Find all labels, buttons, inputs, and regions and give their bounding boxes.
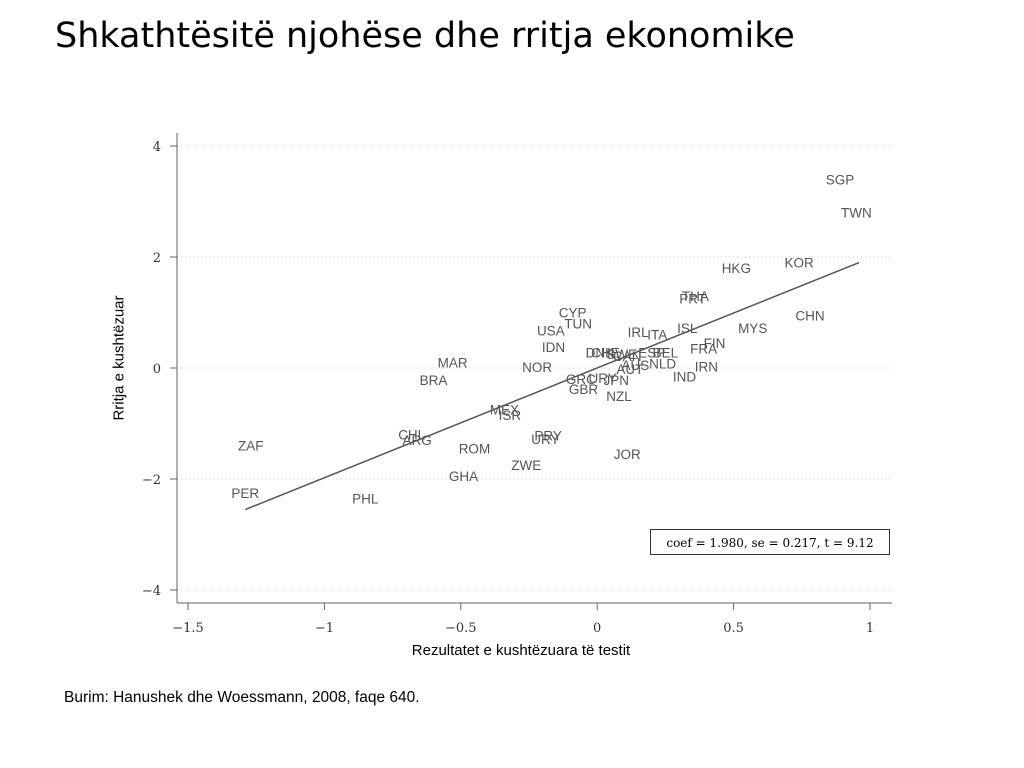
data-point-label: TWN — [841, 206, 872, 221]
x-tick-label: 0 — [593, 621, 601, 636]
data-point-label: NLD — [649, 357, 676, 372]
x-tick-label: −0.5 — [445, 621, 477, 636]
data-point-label: URY — [589, 371, 617, 386]
data-point-label: CHL — [398, 428, 425, 443]
data-point-label: TUN — [564, 317, 592, 332]
data-point-label: PRT — [679, 292, 706, 307]
data-point-label: USA — [537, 323, 565, 338]
data-point-label: CAN — [613, 349, 642, 364]
slide-title: Shkathtësitë njohëse dhe rritja ekonomik… — [55, 16, 795, 56]
data-point-label: ESP — [638, 345, 665, 360]
data-point-label: MEX — [490, 403, 519, 418]
tick-labels: −4 −2 0 2 4 −1.5 −1 −0.5 0 0.5 1 — [142, 140, 874, 636]
data-point-label: NZL — [606, 389, 632, 404]
x-tick-label: −1 — [315, 621, 334, 636]
y-tick-label: −4 — [142, 584, 161, 599]
data-point-label: CHE — [591, 345, 620, 360]
data-point-label: ITA — [647, 328, 667, 343]
data-point-label: PRY — [534, 429, 562, 444]
data-point-label: CHN — [795, 308, 824, 323]
y-tick-label: 0 — [153, 362, 161, 377]
regression-stats-box: coef = 1.980, se = 0.217, t = 9.12 — [650, 529, 890, 555]
data-point-label: IRL — [628, 325, 650, 340]
data-point-label: ROM — [459, 441, 491, 456]
x-tick-label: −1.5 — [172, 621, 204, 636]
y-tick-label: 4 — [153, 140, 161, 155]
data-point-label: GHA — [449, 469, 478, 484]
data-point-label: SGP — [826, 172, 855, 187]
data-point-label: JOR — [614, 447, 641, 462]
data-point-label: ISR — [499, 408, 522, 423]
data-point-label: ZAF — [238, 439, 264, 454]
data-point-label: MYS — [738, 321, 767, 336]
data-point-label: MAR — [438, 355, 468, 370]
x-tick-label: 0.5 — [723, 621, 744, 636]
axes — [170, 133, 892, 610]
data-point-label: JPN — [604, 373, 630, 388]
data-point-label: IDN — [542, 340, 565, 355]
data-point-label: NOR — [522, 360, 552, 375]
data-point-label: ZWE — [511, 458, 541, 473]
data-point-label: DNK — [586, 345, 615, 360]
data-point-label: CYP — [559, 306, 587, 321]
data-point-label: KOR — [784, 256, 814, 271]
data-point-label: BRA — [420, 373, 448, 388]
data-point-label: GRC — [566, 372, 596, 387]
data-point-label: THA — [682, 289, 709, 304]
data-point-label: ISL — [677, 321, 698, 336]
data-point-label: GBR — [569, 382, 599, 397]
data-point-label: PER — [231, 486, 259, 501]
x-axis-label: Rezultatet e kushtëzuara të testit — [411, 642, 631, 659]
data-point-label: PHL — [352, 491, 379, 506]
regression-line — [245, 261, 860, 511]
source-citation: Burim: Hanushek dhe Woessmann, 2008, faq… — [64, 689, 420, 706]
x-tick-label: 1 — [866, 621, 874, 636]
data-point-label: BEL — [653, 345, 679, 360]
data-point-label: AUS — [622, 358, 650, 373]
data-point-label: FRA — [690, 342, 717, 357]
data-point-label: IRN — [695, 359, 718, 374]
data-point-label: HKG — [722, 261, 751, 276]
data-point-label: URY — [531, 432, 559, 447]
data-point-label: ARG — [403, 433, 432, 448]
data-point-label: IND — [673, 369, 697, 384]
data-point-label: FIN — [704, 336, 726, 351]
data-point-label: SWE — [606, 347, 637, 362]
data-point-label: AUT — [616, 362, 643, 377]
y-tick-label: −2 — [142, 473, 161, 488]
y-tick-label: 2 — [153, 251, 161, 266]
y-axis-label: Rritja e kushtëzuar — [110, 295, 128, 421]
